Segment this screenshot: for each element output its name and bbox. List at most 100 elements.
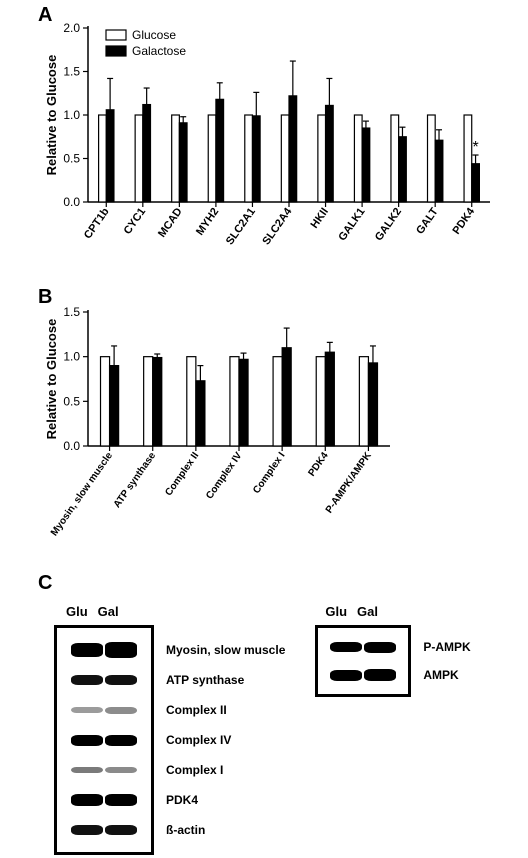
blot-label: PDK4 [166, 785, 285, 815]
lane-head-left: Glu Gal [54, 604, 285, 619]
bar-galactose [179, 123, 187, 202]
blot-band [330, 670, 362, 681]
bar-glucose [172, 115, 180, 202]
blot-box-right [315, 625, 411, 697]
blot-band [105, 642, 137, 658]
blot-label: Myosin, slow muscle [166, 635, 285, 665]
bar-galactose [196, 381, 205, 446]
blot-band [105, 735, 137, 746]
svg-text:SLC2A4: SLC2A4 [260, 205, 295, 247]
bar-galactose [110, 366, 119, 446]
bar-galactose [143, 105, 151, 202]
svg-text:GALK2: GALK2 [373, 206, 404, 243]
bar-galactose [153, 358, 162, 446]
blot-band [105, 707, 137, 714]
blot-band [71, 675, 103, 685]
svg-text:Complex II: Complex II [163, 450, 201, 498]
bar-galactose [325, 352, 334, 446]
svg-text:CYC1: CYC1 [122, 206, 149, 237]
svg-text:0.5: 0.5 [63, 152, 80, 166]
blot-row [65, 728, 143, 752]
lane-gal-right: Gal [357, 604, 378, 619]
svg-text:ATP synthase: ATP synthase [112, 450, 159, 510]
blot-band [71, 707, 103, 713]
blot-label: ß-actin [166, 815, 285, 845]
bar-glucose [428, 115, 436, 202]
blot-row [324, 636, 402, 658]
blot-label: ATP synthase [166, 665, 285, 695]
blot-labels-left: Myosin, slow muscleATP synthaseComplex I… [154, 625, 285, 845]
blot-right-wrap: Glu Gal P-AMPKAMPK [315, 604, 470, 697]
bar-glucose [245, 115, 253, 202]
svg-text:PDK4: PDK4 [306, 450, 331, 479]
bar-galactose [289, 96, 297, 202]
blot-band [330, 642, 362, 652]
blot-row [65, 698, 143, 722]
blot-label: P-AMPK [423, 633, 470, 661]
blot-left-wrap: Glu Gal Myosin, slow muscleATP synthaseC… [54, 604, 285, 855]
blot-band [105, 825, 137, 835]
blot-label: Complex II [166, 695, 285, 725]
chart-a: 0.00.51.01.52.0Relative to GlucoseCPT1bC… [38, 20, 498, 280]
bar-galactose [435, 140, 443, 202]
bar-galactose [399, 137, 407, 202]
svg-text:MYH2: MYH2 [194, 206, 221, 238]
svg-text:MCAD: MCAD [156, 206, 185, 240]
bar-galactose [362, 128, 370, 202]
blot-labels-right: P-AMPKAMPK [411, 625, 470, 689]
bar-galactose [368, 363, 377, 446]
blot-label: Complex IV [166, 725, 285, 755]
bar-glucose [208, 115, 216, 202]
figure: A 0.00.51.01.52.0Relative to GlucoseCPT1… [0, 0, 528, 858]
blot-band [71, 825, 103, 835]
svg-text:1.0: 1.0 [63, 108, 80, 122]
bar-glucose [316, 357, 325, 446]
svg-text:0.5: 0.5 [63, 394, 80, 408]
bar-glucose [354, 115, 362, 202]
svg-text:SLC2A1: SLC2A1 [224, 206, 258, 247]
blot-band [105, 767, 137, 773]
bar-galactose [106, 110, 114, 202]
bar-glucose [318, 115, 326, 202]
blot-band [71, 794, 103, 806]
blot-row [65, 818, 143, 842]
blot-band [71, 643, 103, 657]
bar-glucose [281, 115, 289, 202]
bar-galactose [239, 359, 248, 446]
bar-glucose [391, 115, 399, 202]
svg-text:1.0: 1.0 [63, 350, 80, 364]
svg-text:P-AMPK/AMPK: P-AMPK/AMPK [324, 450, 375, 516]
blot-band [364, 669, 396, 681]
bar-galactose [472, 164, 480, 202]
svg-text:Relative to Glucose: Relative to Glucose [44, 55, 59, 176]
lane-glu-left: Glu [66, 604, 88, 619]
svg-text:2.0: 2.0 [63, 21, 80, 35]
bar-glucose [99, 115, 107, 202]
lane-head-right: Glu Gal [315, 604, 470, 619]
lane-gal-left: Gal [98, 604, 119, 619]
svg-text:Complex I: Complex I [251, 450, 288, 496]
blot-band [71, 767, 103, 773]
bar-glucose [359, 357, 368, 446]
blot-row [65, 758, 143, 782]
blot-row [324, 664, 402, 686]
svg-text:HKII: HKII [309, 206, 331, 231]
svg-text:GALK1: GALK1 [336, 206, 367, 243]
svg-text:1.5: 1.5 [63, 306, 80, 319]
svg-text:GALT: GALT [414, 206, 441, 237]
svg-text:0.0: 0.0 [63, 439, 80, 453]
blot-row [65, 668, 143, 692]
svg-text:Complex IV: Complex IV [204, 450, 244, 501]
svg-text:1.5: 1.5 [63, 65, 80, 79]
bar-galactose [252, 116, 260, 202]
panel-c: Glu Gal Myosin, slow muscleATP synthaseC… [54, 604, 494, 855]
svg-text:Myosin, slow muscle: Myosin, slow muscle [49, 450, 115, 538]
panel-c-label: C [38, 572, 52, 595]
bar-glucose [135, 115, 143, 202]
chart-b: 0.0 0.5 1.0 1.5 Relative to Glucose Myosin, s… [38, 306, 398, 556]
blot-box-left [54, 625, 154, 855]
blot-band [364, 642, 396, 653]
lane-glu-right: Glu [325, 604, 347, 619]
svg-text:Relative to Glucose: Relative to Glucose [44, 319, 59, 440]
bar-glucose [464, 115, 472, 202]
